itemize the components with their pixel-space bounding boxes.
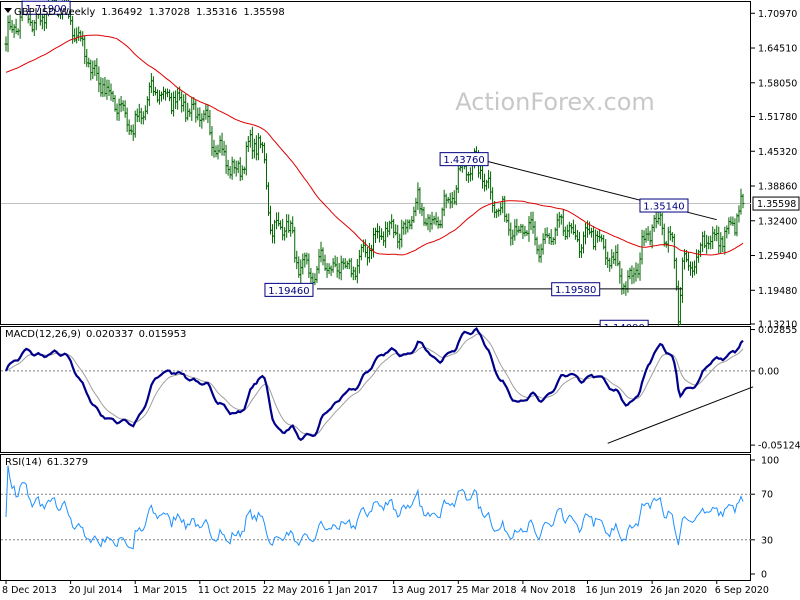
y-tick-label: 1.51780 bbox=[758, 112, 797, 123]
y-tick-label: 1.13210 bbox=[758, 320, 797, 331]
macd-line bbox=[4, 326, 744, 442]
x-tick-label: 1 Jan 2017 bbox=[327, 585, 378, 596]
rsi-line bbox=[5, 465, 744, 550]
macd-y-tick-label: 0.00 bbox=[758, 366, 779, 377]
macd-y-tick-label: -0.051245 bbox=[758, 441, 800, 452]
macd-signal-value: 0.015953 bbox=[139, 329, 187, 340]
price-annotation: 1.35140 bbox=[639, 198, 689, 213]
moving-average-line bbox=[5, 34, 744, 256]
annotation-label: 1.35140 bbox=[643, 202, 684, 213]
open-value: 1.36492 bbox=[101, 7, 142, 18]
y-tick-label: 1.25940 bbox=[758, 251, 797, 262]
price-annotation: 1.19460 bbox=[264, 282, 314, 297]
y-tick-label: 1.38860 bbox=[758, 182, 797, 193]
collapse-arrow-icon[interactable] bbox=[4, 8, 12, 13]
x-tick-label: 20 Jul 2014 bbox=[69, 585, 123, 596]
y-tick-label: 1.19480 bbox=[758, 286, 797, 297]
rsi-y-tick-label: 100 bbox=[761, 456, 779, 467]
price-annotation: 1.43760 bbox=[439, 152, 489, 167]
y-tick-label: 1.70970 bbox=[758, 9, 797, 20]
high-value: 1.37028 bbox=[149, 7, 190, 18]
annotation-label: 1.71900 bbox=[25, 4, 66, 15]
annotation-label: 1.19580 bbox=[555, 285, 596, 296]
macd-label: MACD(12,26,9) bbox=[5, 329, 81, 340]
annotation-label: 1.19460 bbox=[268, 286, 309, 297]
rsi-header: RSI(14) 61.3279 bbox=[5, 457, 88, 468]
x-tick-label: 4 Nov 2018 bbox=[521, 585, 576, 596]
macd-value: 0.020337 bbox=[86, 329, 134, 340]
price-annotation: 1.19580 bbox=[551, 282, 601, 297]
y-tick-label: 1.64510 bbox=[758, 44, 797, 55]
rsi-y-tick-label: 30 bbox=[761, 535, 773, 546]
x-tick-label: 13 Aug 2017 bbox=[392, 585, 453, 596]
rsi-panel: RSI(14) 61.3279 100 70 30 0 bbox=[0, 454, 779, 581]
x-tick-label: 25 Mar 2018 bbox=[456, 585, 516, 596]
price-bars bbox=[4, 0, 745, 326]
price-annotation: 1.71900 bbox=[21, 0, 71, 15]
x-tick-label: 8 Dec 2013 bbox=[2, 585, 57, 596]
annotation-label: 1.43760 bbox=[443, 155, 484, 166]
panel-frame bbox=[0, 454, 751, 581]
x-tick-label: 26 Jan 2020 bbox=[650, 585, 707, 596]
x-tick-label: 11 Oct 2015 bbox=[198, 585, 257, 596]
ohlc-bar bbox=[741, 193, 745, 209]
x-tick-label: 1 Mar 2015 bbox=[133, 585, 187, 596]
y-tick-label: 1.32400 bbox=[758, 216, 797, 227]
macd-panel: MACD(12,26,9) 0.020337 0.015953 0.02855 0.00… bbox=[0, 325, 800, 453]
panel-frame bbox=[0, 1, 751, 325]
rsi-y-tick-label: 0 bbox=[761, 570, 767, 581]
rsi-label: RSI(14) bbox=[5, 457, 42, 468]
x-tick-label: 22 May 2016 bbox=[262, 585, 324, 596]
macd-trendline bbox=[607, 386, 754, 444]
current-price-label: 1.35598 bbox=[757, 199, 796, 210]
y-tick-label: 1.58050 bbox=[758, 78, 797, 89]
price-panel: ActionForex.com 1.71900 1.43760 1.35140 1.19… bbox=[0, 0, 800, 334]
low-value: 1.35316 bbox=[196, 7, 237, 18]
x-tick-label: 6 Sep 2020 bbox=[715, 585, 769, 596]
macd-header: MACD(12,26,9) 0.020337 0.015953 bbox=[5, 329, 186, 340]
x-tick-label: 16 Jun 2019 bbox=[586, 585, 643, 596]
x-axis: 8 Dec 2013 20 Jul 2014 1 Mar 2015 11 Oct 20… bbox=[2, 580, 769, 596]
rsi-y-tick-label: 70 bbox=[761, 490, 773, 501]
macd-signal-line bbox=[5, 333, 744, 436]
watermark: ActionForex.com bbox=[455, 88, 655, 116]
rsi-value: 61.3279 bbox=[47, 457, 88, 468]
current-price-tag bbox=[752, 196, 800, 211]
symbol-label: GBPUSD,Weekly bbox=[14, 7, 95, 18]
y-tick-label: 1.45320 bbox=[758, 147, 797, 158]
panel-frame bbox=[0, 326, 751, 453]
chart-header: GBPUSD,Weekly 1.36492 1.37028 1.35316 1.3559… bbox=[14, 7, 285, 18]
macd-y-tick-label: 0.02855 bbox=[758, 325, 797, 336]
close-value: 1.35598 bbox=[243, 7, 284, 18]
